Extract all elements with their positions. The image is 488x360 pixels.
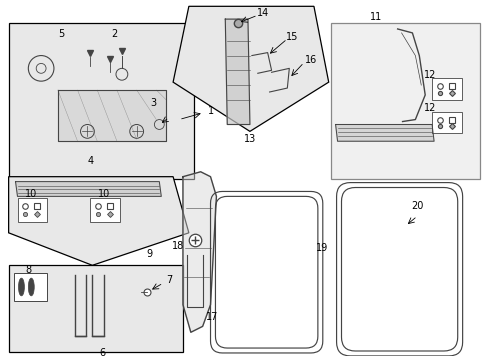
Text: 1: 1 [207, 106, 213, 116]
Text: 17: 17 [206, 311, 218, 321]
Text: 15: 15 [285, 32, 298, 42]
Text: 8: 8 [25, 265, 31, 275]
Text: 7: 7 [166, 275, 172, 285]
FancyBboxPatch shape [431, 78, 461, 100]
Polygon shape [225, 19, 249, 125]
Text: 12: 12 [423, 70, 435, 80]
Polygon shape [9, 177, 188, 265]
FancyBboxPatch shape [9, 23, 193, 179]
Text: 11: 11 [369, 12, 381, 22]
Text: 20: 20 [410, 201, 423, 211]
FancyBboxPatch shape [431, 112, 461, 133]
FancyBboxPatch shape [14, 273, 47, 301]
Text: 9: 9 [146, 248, 152, 258]
Text: 19: 19 [315, 243, 327, 253]
Ellipse shape [28, 278, 34, 296]
Text: 18: 18 [172, 240, 184, 251]
Polygon shape [58, 90, 166, 141]
Text: 14: 14 [256, 8, 268, 18]
Text: 12: 12 [423, 103, 435, 113]
Text: 10: 10 [98, 189, 110, 199]
Polygon shape [173, 6, 328, 131]
Text: 2: 2 [111, 29, 117, 39]
Polygon shape [16, 181, 161, 197]
Text: 16: 16 [304, 55, 316, 66]
Polygon shape [335, 125, 433, 141]
FancyBboxPatch shape [18, 198, 47, 222]
Text: 6: 6 [99, 348, 105, 358]
Text: 4: 4 [87, 156, 93, 166]
Polygon shape [183, 172, 216, 332]
FancyBboxPatch shape [90, 198, 120, 222]
Text: 3: 3 [150, 98, 156, 108]
Ellipse shape [19, 278, 24, 296]
Text: 13: 13 [244, 134, 256, 144]
Text: 5: 5 [58, 29, 64, 39]
Text: 10: 10 [25, 189, 38, 199]
FancyBboxPatch shape [330, 23, 479, 179]
FancyBboxPatch shape [9, 265, 183, 352]
